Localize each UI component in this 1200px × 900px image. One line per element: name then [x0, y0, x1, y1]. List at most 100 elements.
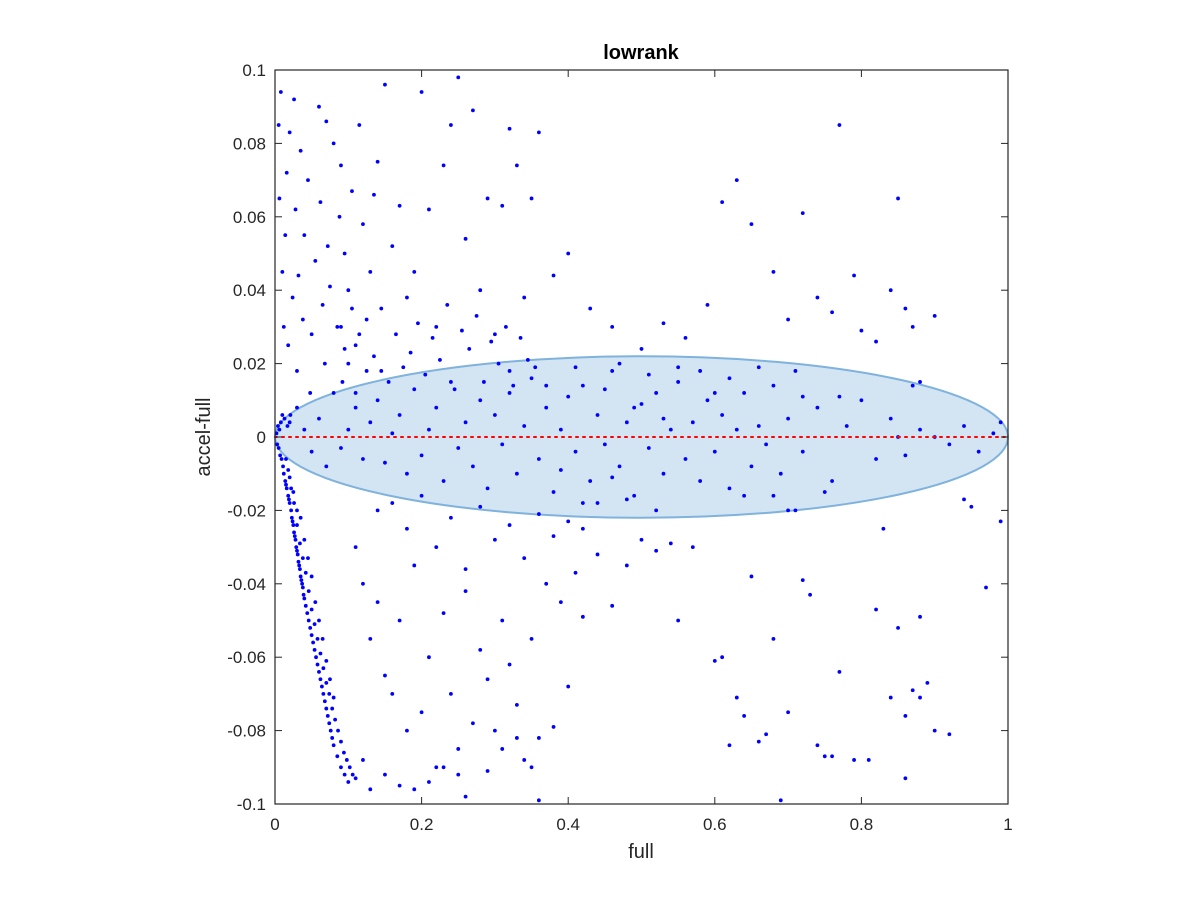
data-point	[918, 614, 922, 619]
data-point	[361, 222, 365, 227]
data-point	[544, 405, 549, 410]
data-point	[372, 354, 376, 359]
data-point	[287, 420, 292, 425]
data-point	[573, 365, 578, 370]
data-point	[514, 736, 519, 740]
data-point	[284, 486, 289, 491]
data-point	[482, 380, 486, 384]
data-point	[742, 714, 747, 718]
data-point	[698, 479, 703, 483]
x-tick-label: 0.4	[556, 815, 580, 834]
data-point	[313, 258, 318, 263]
y-tick-label: -0.06	[227, 648, 266, 667]
data-point	[800, 394, 805, 399]
data-point	[984, 585, 988, 590]
data-point	[866, 758, 871, 762]
data-point	[320, 684, 324, 689]
data-point	[353, 545, 358, 549]
data-point	[368, 420, 373, 425]
data-point	[573, 449, 578, 454]
data-point	[283, 233, 288, 238]
data-point	[456, 747, 461, 751]
data-point	[610, 325, 615, 329]
data-point	[617, 464, 622, 469]
data-point	[386, 380, 391, 384]
data-point	[361, 758, 365, 762]
data-point	[397, 618, 402, 623]
data-point	[296, 273, 301, 278]
data-point	[903, 714, 908, 718]
data-point	[518, 336, 523, 340]
data-point	[286, 343, 291, 348]
data-point	[405, 526, 409, 531]
data-point	[337, 214, 342, 219]
data-point	[690, 545, 695, 549]
data-point	[276, 123, 281, 127]
data-point	[405, 728, 409, 733]
data-point	[390, 431, 395, 436]
data-point	[298, 567, 302, 572]
data-point	[896, 196, 900, 201]
data-point	[503, 325, 508, 329]
data-point	[309, 633, 314, 638]
data-point	[290, 519, 295, 524]
data-point	[397, 203, 402, 208]
data-point	[969, 504, 974, 509]
data-point	[947, 442, 952, 447]
data-point	[357, 332, 362, 337]
data-point	[292, 501, 296, 505]
data-point	[298, 515, 303, 520]
data-point	[281, 471, 286, 476]
data-point	[328, 284, 332, 289]
data-point	[383, 460, 387, 465]
data-point	[493, 728, 497, 733]
data-point	[308, 391, 313, 395]
data-point	[339, 446, 343, 450]
data-point	[610, 603, 615, 608]
data-point	[654, 391, 659, 395]
data-point	[302, 537, 307, 542]
data-point	[947, 732, 952, 737]
data-point	[463, 236, 468, 241]
data-point	[705, 398, 710, 403]
data-point	[749, 574, 754, 579]
data-point	[910, 383, 915, 388]
data-point	[830, 310, 834, 315]
data-point	[881, 526, 886, 531]
data-point	[301, 592, 306, 597]
data-point	[309, 574, 314, 579]
data-point	[918, 695, 922, 700]
data-point	[525, 358, 530, 362]
data-point	[727, 743, 732, 748]
data-point	[500, 203, 505, 208]
data-point	[306, 556, 310, 561]
data-point	[815, 295, 820, 300]
data-point	[514, 163, 519, 168]
data-point	[903, 776, 908, 781]
data-point	[331, 141, 336, 146]
data-point	[294, 545, 299, 549]
data-point	[463, 794, 468, 799]
x-axis-label: full	[628, 841, 654, 863]
data-point	[284, 457, 288, 461]
data-point	[529, 765, 534, 770]
data-point	[551, 725, 556, 729]
data-point	[375, 600, 380, 605]
data-point	[661, 471, 666, 476]
data-point	[364, 317, 369, 322]
data-point	[800, 449, 805, 454]
data-point	[320, 636, 325, 641]
data-point	[727, 486, 732, 491]
data-point	[624, 563, 629, 568]
data-point	[300, 556, 305, 561]
data-point	[419, 710, 424, 715]
data-point	[434, 325, 439, 329]
data-point	[339, 163, 343, 168]
data-point	[786, 416, 790, 421]
y-tick-label: 0.04	[233, 281, 266, 300]
data-point	[837, 394, 842, 399]
data-point	[361, 581, 365, 586]
data-point	[379, 369, 384, 373]
data-point	[580, 526, 585, 531]
data-point	[830, 479, 834, 483]
